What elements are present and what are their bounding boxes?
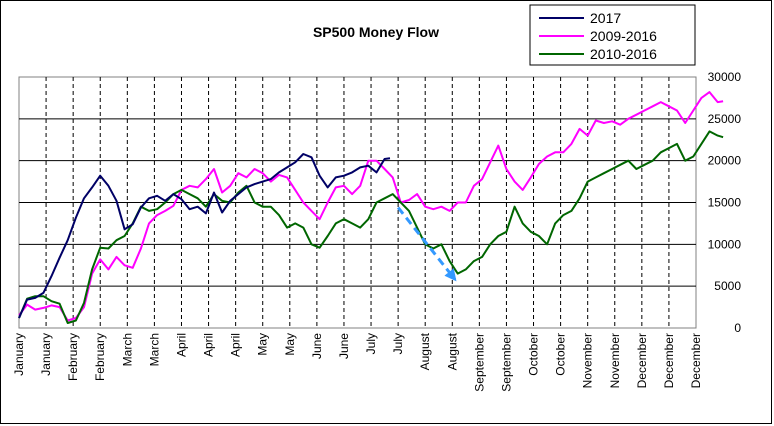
x-tick-label: September [499,333,513,392]
series-line-2017 [18,153,391,319]
x-tick-label: January [12,333,26,376]
x-tick-label: August [445,332,459,370]
x-tick-label: March [147,333,161,366]
chart-title: SP500 Money Flow [313,24,439,40]
x-tick-label: February [93,333,107,381]
series-layer [18,91,724,324]
x-tick-label: July [391,333,405,354]
y-tick-label: 25000 [708,112,742,126]
annotation-layer [396,206,457,282]
legend-label-2017: 2017 [590,10,621,26]
annotation-arrow [396,206,457,282]
x-tick-label: May [283,333,297,356]
y-tick-label: 5000 [714,279,741,293]
x-tick-label: December [689,333,703,388]
legend-label-2009-2016: 2009-2016 [590,28,657,44]
x-axis-tick-labels: January January February February March March… [12,332,703,391]
y-axis-tick-labels: 0 5000 10000 15000 20000 25000 30000 [708,70,742,335]
x-tick-label: May [256,333,270,356]
x-tick-label: July [364,333,378,354]
y-tick-label: 30000 [708,70,742,84]
x-tick-label: June [310,333,324,359]
legend-label-2010-2016: 2010-2016 [590,46,657,62]
legend: 2017 2009-2016 2010-2016 [529,4,696,66]
series-line-2009-2016 [18,91,724,322]
x-tick-label: September [472,333,486,392]
x-tick-label: October [527,333,541,376]
x-tick-label: April [229,333,243,357]
y-tick-label: 20000 [708,154,742,168]
x-tick-label: November [608,333,622,388]
x-tick-label: August [418,332,432,370]
x-tick-label: October [554,333,568,376]
horizontal-gridlines [19,118,696,287]
x-tick-label: November [581,333,595,388]
x-tick-label: January [39,333,53,376]
x-tick-label: June [337,333,351,359]
y-tick-label: 10000 [708,237,742,251]
x-tick-label: April [174,333,188,357]
y-tick-label: 15000 [708,196,742,210]
x-tick-label: April [202,333,216,357]
x-tick-label: February [66,333,80,381]
x-tick-label: December [635,333,649,388]
x-tick-label: December [662,333,676,388]
y-tick-label: 0 [734,321,741,335]
x-tick-label: March [120,333,134,366]
